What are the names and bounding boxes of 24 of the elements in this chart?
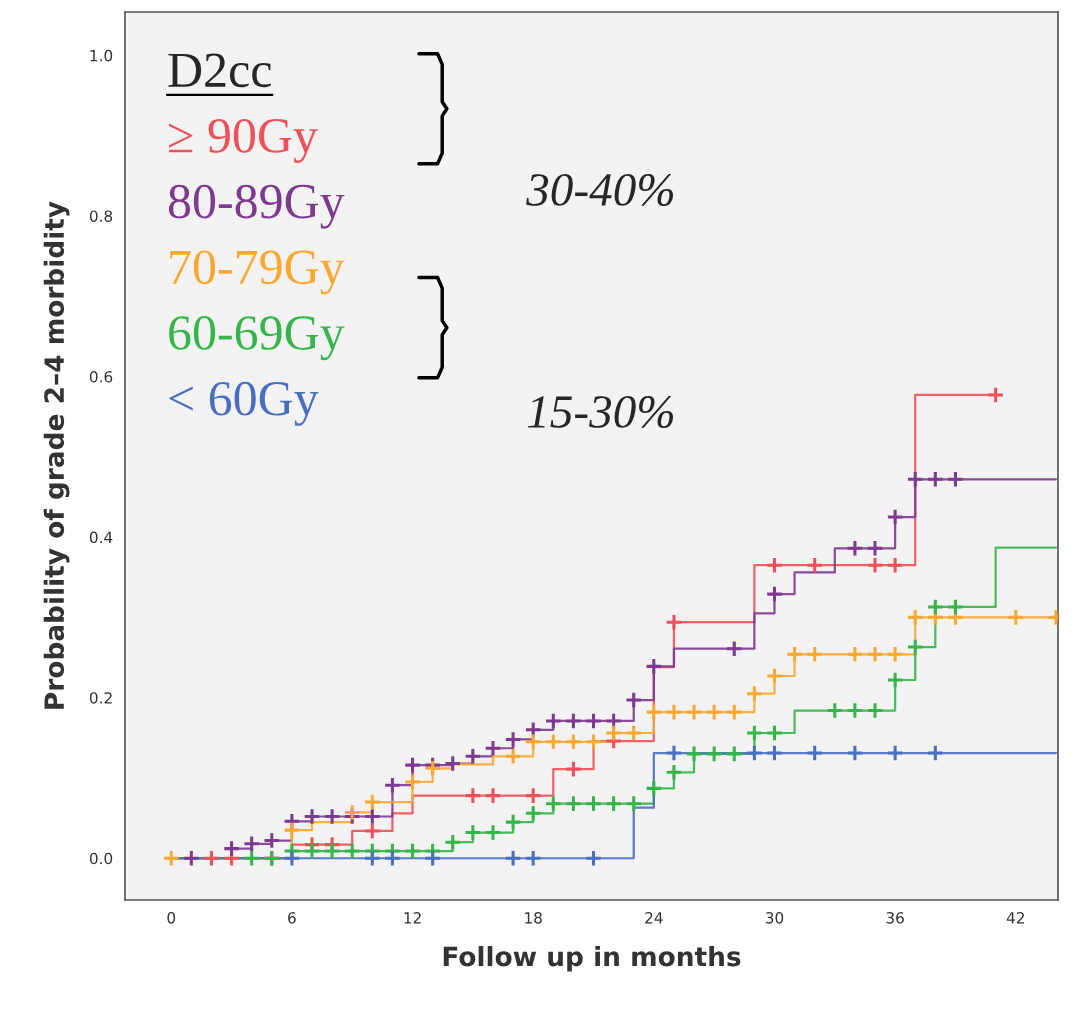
x-tick-label: 36 — [886, 912, 904, 924]
annotation: 30-40% — [526, 173, 673, 207]
y-tick-label: 0.2 — [89, 692, 112, 704]
x-tick-label: 0 — [167, 912, 176, 924]
y-axis-title: Probability of grade 2–4 morbidity — [43, 201, 70, 709]
x-tick-label: 18 — [525, 912, 542, 924]
text: < 60Gy — [169, 381, 319, 426]
y-tick-label: 0.4 — [89, 531, 113, 544]
text: ≥ 90Gy — [169, 118, 318, 164]
x-tick-label: 12 — [404, 912, 421, 924]
y-tick-label: 0.6 — [89, 370, 113, 383]
x-tick-label: 30 — [765, 912, 784, 924]
legend-title: D2cc — [168, 53, 271, 88]
y-tick-label: 0.8 — [89, 210, 113, 222]
x-tick-label: 24 — [645, 912, 663, 924]
annotation: 15-30% — [527, 395, 673, 429]
y-tick-label: 1.0 — [90, 49, 113, 62]
text: 80-89Gy — [168, 184, 345, 229]
x-axis-title: Follow up in months — [443, 946, 741, 972]
x-tick-label: 6 — [288, 912, 296, 924]
text: 70-79Gy — [170, 250, 345, 295]
text: 60-69Gy — [169, 316, 345, 361]
y-tick-label: 0.0 — [89, 852, 113, 865]
x-tick-label: 42 — [1006, 912, 1024, 924]
